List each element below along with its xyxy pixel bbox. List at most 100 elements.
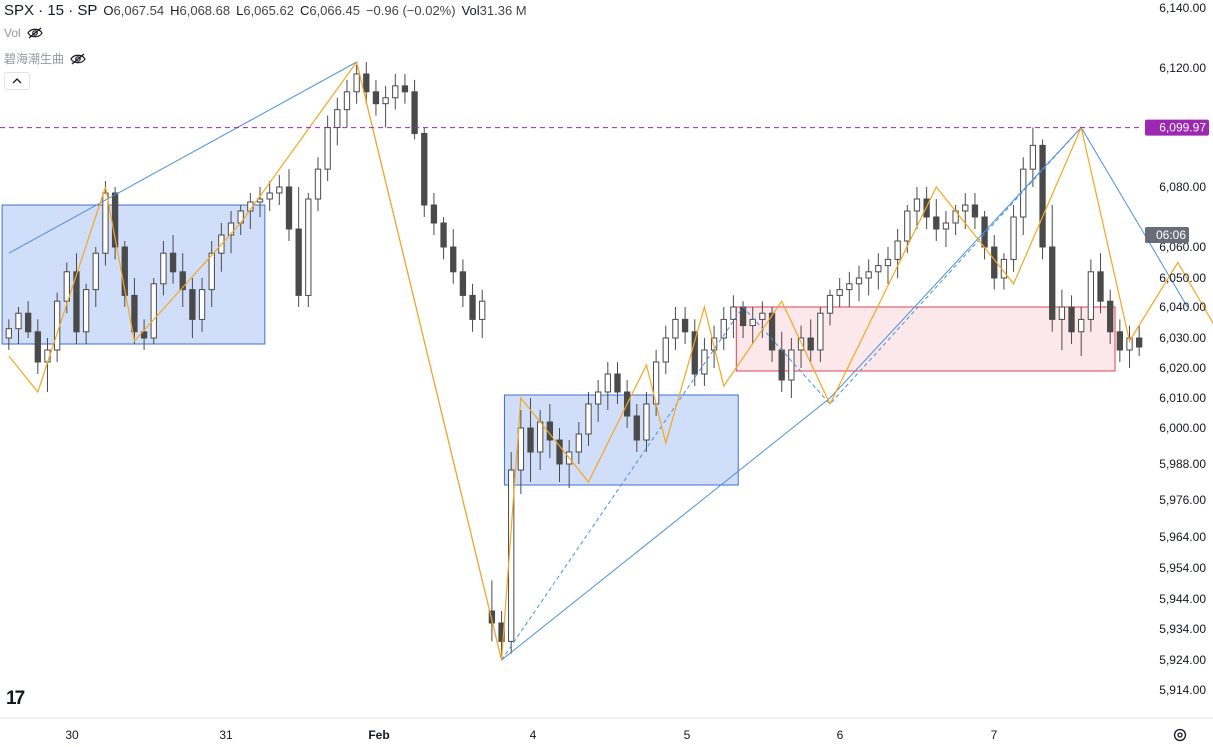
candle-body (430, 204, 438, 224)
candle-body (450, 246, 457, 273)
time-tick-label: 31 (219, 728, 233, 742)
eye-hidden-icon[interactable] (70, 53, 86, 65)
candle-body (140, 331, 148, 339)
candle-body (759, 312, 766, 320)
candle-body (672, 318, 679, 339)
trendlines-layer (8, 60, 1213, 661)
candle (797, 325, 805, 368)
volume-indicator-row[interactable]: Vol (4, 26, 43, 40)
candle-body (15, 312, 22, 330)
ohlc-legend: SPX · 15 · SP O 6,067.54 H 6,068.68 L 6,065… (4, 2, 533, 19)
candle-body (942, 222, 950, 230)
candle (150, 278, 157, 344)
candle-body (24, 312, 32, 333)
candle-body (691, 331, 698, 375)
candle (295, 187, 302, 307)
candle (111, 187, 119, 260)
candle (855, 265, 863, 302)
price-axis[interactable]: 6,140.00 6,120.00 6,080.00 6,060.00 6,050.00… (1145, 1, 1209, 697)
candle (314, 157, 322, 211)
candle-body (266, 192, 273, 200)
zigzag-line (8, 60, 1213, 661)
candle-body (768, 312, 776, 351)
candle-body (537, 421, 544, 453)
candle-body (739, 306, 747, 327)
candle-body (720, 318, 727, 339)
candle (82, 283, 90, 344)
candle-body (817, 312, 824, 351)
candle-body (198, 289, 206, 320)
trendline-solid (8, 61, 1188, 661)
candle (411, 79, 418, 140)
candle-body (353, 73, 360, 93)
candle (633, 404, 640, 452)
candle-body (160, 252, 167, 285)
candle (730, 295, 737, 338)
candle (836, 278, 843, 307)
candle (701, 338, 708, 386)
candle-body (324, 127, 331, 170)
eye-hidden-icon[interactable] (26, 27, 43, 39)
candles-layer (5, 62, 1143, 660)
candle-body (1068, 306, 1075, 333)
time-axis[interactable]: 30 31 Feb 4 5 6 7 (0, 717, 1213, 742)
candle (517, 410, 525, 494)
tradingview-logo[interactable]: 17 (6, 688, 25, 709)
candle (169, 235, 177, 284)
collapse-indicators-button[interactable] (4, 72, 30, 90)
candle (971, 193, 979, 229)
high-value: 6,068.68 (179, 3, 231, 18)
symbol-title[interactable]: SPX · 15 · SP (4, 2, 98, 19)
candle (575, 422, 582, 464)
price-marker-badge (1145, 119, 1209, 136)
candle (691, 319, 698, 386)
price-tick-label: 5,934.00 (1159, 622, 1206, 636)
settings-gear-icon[interactable] (1172, 727, 1188, 743)
candle-body (305, 198, 312, 296)
low-value: 6,065.62 (243, 3, 294, 18)
candle-body (614, 373, 621, 393)
candle (459, 259, 467, 307)
demand-zone-1 (503, 394, 739, 486)
candle-body (334, 109, 341, 129)
close-label: C (299, 3, 310, 18)
candle-body (1029, 144, 1037, 170)
candle-body (469, 294, 476, 320)
volume-label: Vol (461, 3, 480, 18)
time-tick-label: 7 (991, 728, 998, 742)
candle-body (488, 610, 496, 624)
custom-indicator-row[interactable]: 碧海潮生曲 (4, 50, 86, 67)
candle (34, 319, 41, 374)
price-tick-label: 5,964.00 (1159, 530, 1206, 544)
candle-body (585, 403, 592, 435)
candle (1097, 253, 1104, 314)
candle-body (1126, 337, 1133, 351)
candle-body (227, 222, 235, 236)
candle-body (189, 289, 196, 320)
trendline-dashed (501, 127, 1082, 661)
candle (44, 338, 51, 392)
candle-body (884, 258, 892, 267)
price-tick-label: 5,954.00 (1159, 561, 1206, 575)
candle-body (962, 204, 969, 212)
candle-body (131, 294, 138, 333)
candle (198, 278, 206, 332)
candle-body (382, 97, 389, 105)
candle-body (169, 252, 177, 273)
candle (208, 241, 215, 307)
time-tick-label: 5 (684, 728, 691, 742)
countdown-label: 06:06 (1156, 228, 1186, 242)
candle (846, 271, 853, 307)
price-tick-label: 6,020.00 (1159, 361, 1206, 375)
candle (749, 307, 756, 344)
price-tick-label: 5,924.00 (1159, 653, 1206, 667)
candle-body (343, 91, 351, 111)
candle (594, 380, 602, 422)
candle-body (826, 294, 834, 314)
candle-body (1049, 246, 1056, 320)
candle-body (363, 73, 370, 93)
candle-body (392, 85, 399, 99)
candle (807, 319, 814, 362)
candle (894, 229, 901, 278)
